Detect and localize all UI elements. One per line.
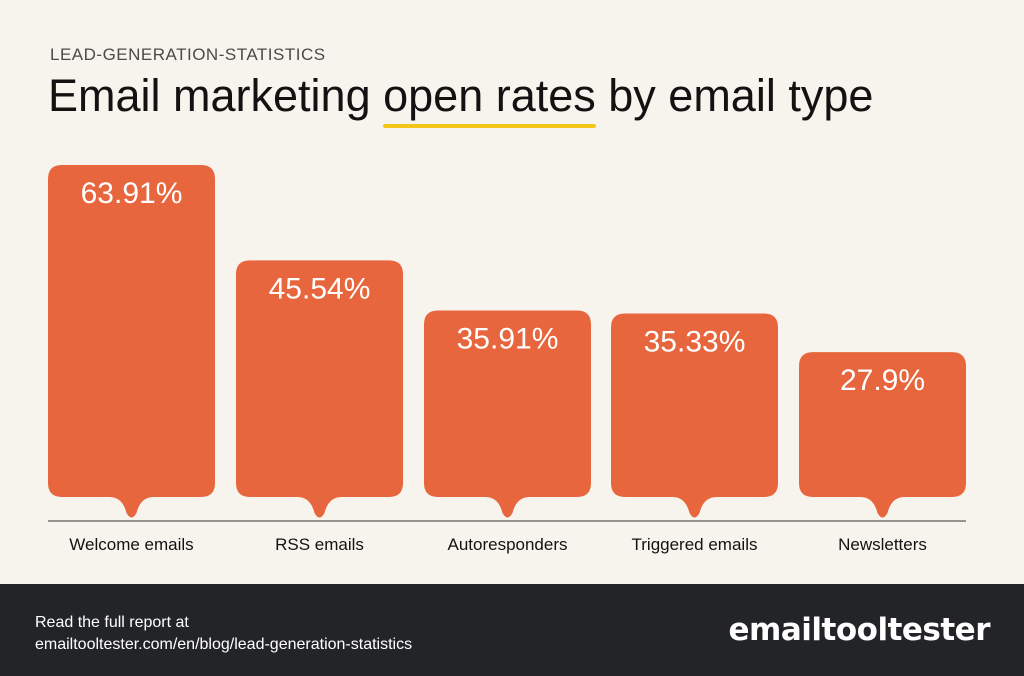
data-label: 45.54%: [269, 272, 371, 305]
category-label: RSS emails: [275, 535, 364, 554]
title-highlight: open rates: [383, 70, 596, 128]
bar-triggered-emails: [611, 313, 778, 518]
category-label: Autoresponders: [447, 535, 567, 554]
bar-chart: 63.91% Welcome emails 45.54% RSS emails 35.9…: [48, 165, 966, 554]
kicker: LEAD-GENERATION-STATISTICS: [50, 45, 326, 64]
data-label: 27.9%: [840, 364, 925, 397]
data-label: 35.91%: [457, 322, 559, 355]
data-label: 35.33%: [644, 325, 746, 358]
category-label: Triggered emails: [632, 535, 758, 554]
bar-autoresponders: [424, 310, 591, 518]
footer-link[interactable]: emailtooltester.com/en/blog/lead-generat…: [35, 636, 413, 653]
footer-line-1: Read the full report at: [35, 614, 189, 631]
title-part-1: Email marketing: [48, 70, 384, 121]
data-label: 63.91%: [81, 177, 183, 210]
bar-rss-emails: [236, 260, 403, 518]
category-label: Newsletters: [838, 535, 927, 554]
bar-newsletters: [799, 352, 966, 518]
category-label: Welcome emails: [69, 535, 193, 554]
bar-welcome-emails: [48, 165, 215, 518]
page-title: Email marketing open rates by email type: [48, 70, 874, 128]
footer-notch: [655, 578, 705, 608]
footer-bar: [0, 584, 1024, 676]
emailtooltester-logo[interactable]: emailtooltester: [728, 612, 991, 648]
title-part-2: by email type: [595, 70, 874, 121]
footer-text: Read the full report at emailtooltester.…: [35, 612, 412, 656]
